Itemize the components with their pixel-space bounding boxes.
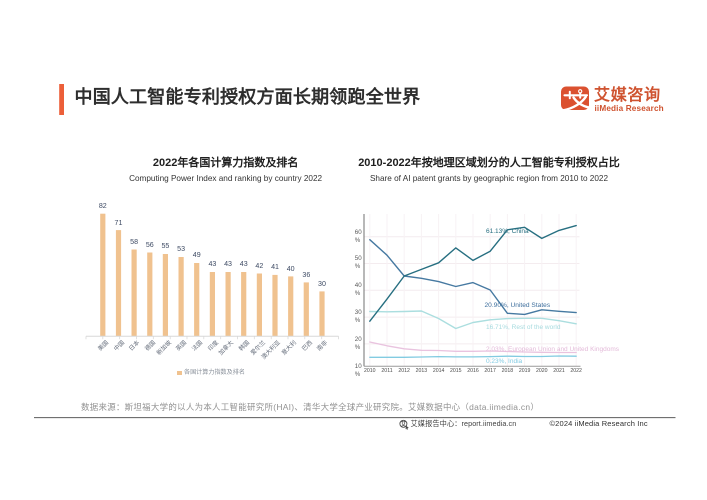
svg-text:艾: 艾 <box>401 420 407 428</box>
